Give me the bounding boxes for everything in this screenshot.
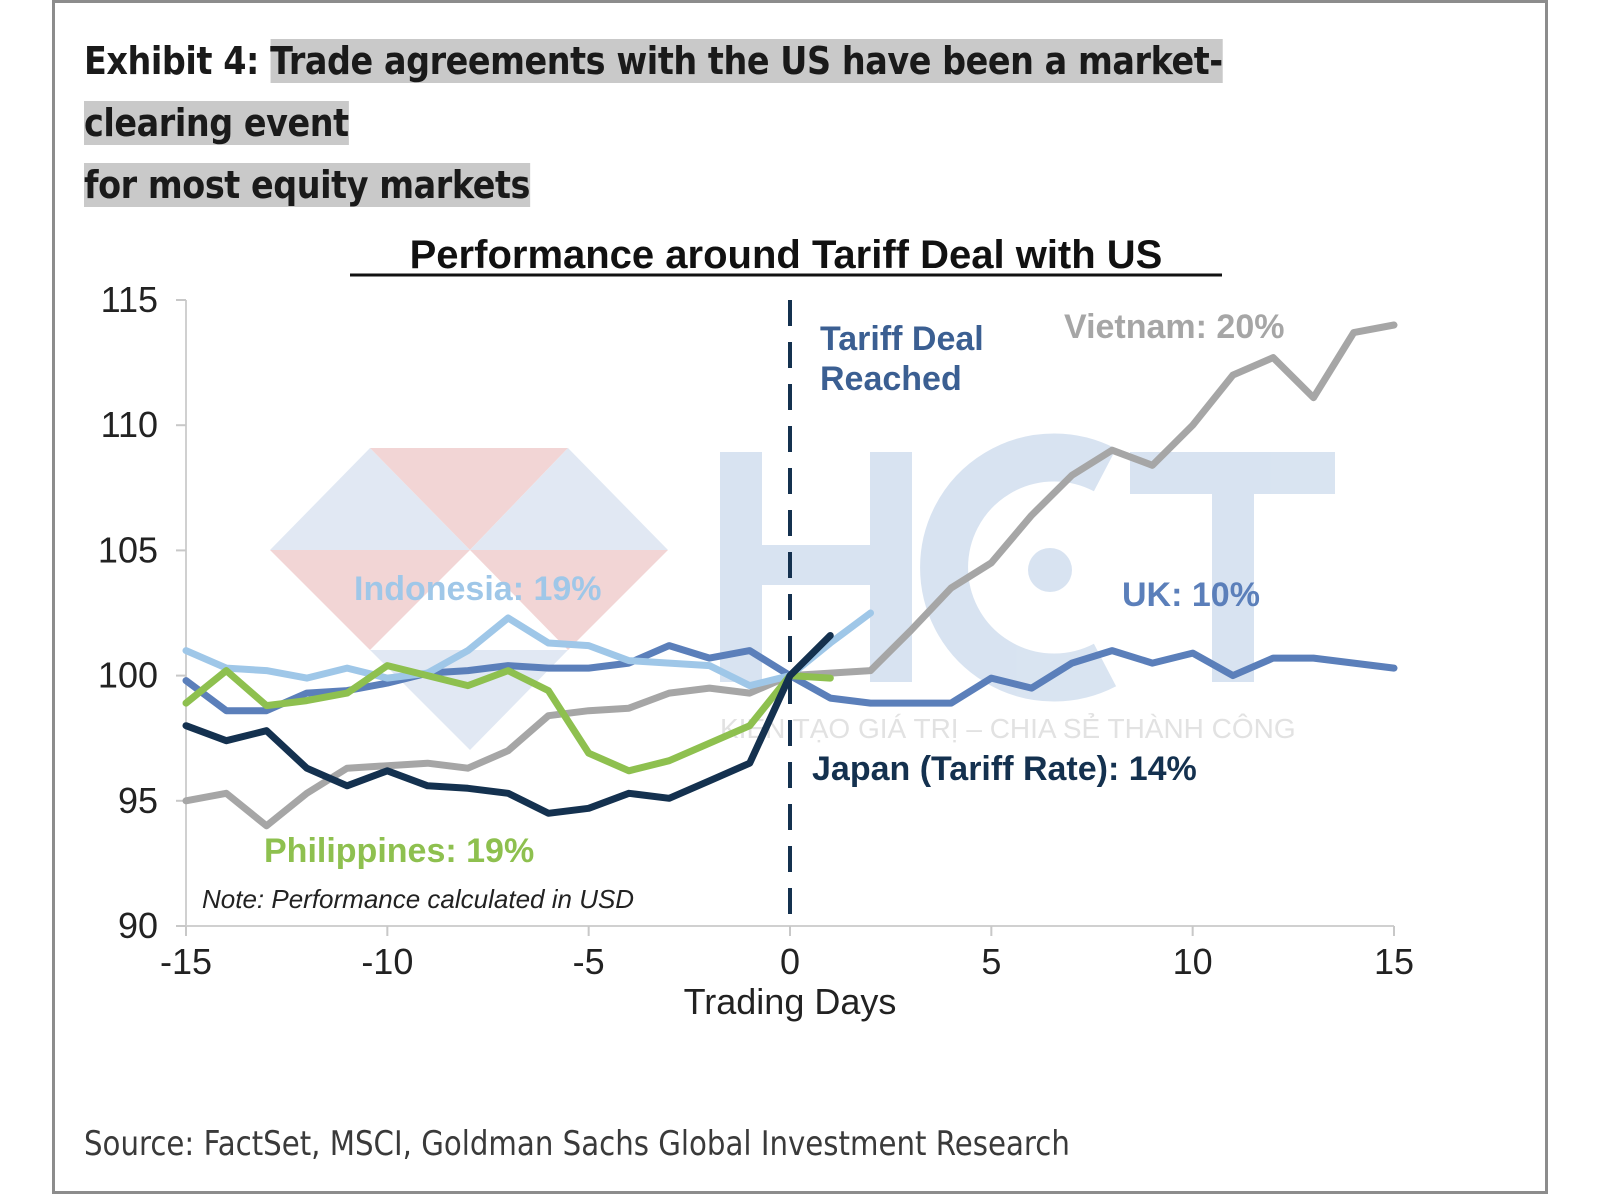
x-tick-label: -10 (361, 941, 413, 982)
watermark-logo (270, 433, 1335, 750)
x-tick-label: 15 (1374, 941, 1414, 982)
y-ticks: 90 95 100 105 110 115 (98, 279, 186, 946)
chart-title: Performance around Tariff Deal with US (410, 233, 1163, 277)
y-tick-label: 115 (101, 279, 158, 320)
label-philippines: Philippines: 19% (264, 832, 534, 870)
exhibit-label: Exhibit 4: (84, 39, 259, 83)
y-tick-label: 90 (118, 905, 158, 946)
exhibit-title: Exhibit 4: Trade agreements with the US … (84, 30, 1351, 216)
label-japan: Japan (Tariff Rate): 14% (812, 750, 1197, 788)
label-indonesia: Indonesia: 19% (354, 570, 602, 608)
y-tick-label: 105 (98, 529, 158, 570)
y-tick-label: 100 (98, 655, 158, 696)
series-line-japan (182, 632, 834, 817)
x-tick-label: -5 (573, 941, 605, 982)
x-ticks: -15 -10 -5 0 5 10 15 (160, 926, 1414, 982)
series-line-philippines (182, 662, 834, 775)
x-tick-label: 10 (1173, 941, 1213, 982)
exhibit-title-line2: for most equity markets (84, 163, 531, 207)
watermark-text: KIẾN TẠO GIÁ TRỊ – CHIA SẺ THÀNH CÔNG (720, 712, 1296, 744)
performance-note: Note: Performance calculated in USD (202, 884, 634, 914)
x-tick-label: 5 (981, 941, 1001, 982)
label-vietnam: Vietnam: 20% (1064, 308, 1284, 346)
deal-annotation-line1: Tariff Deal (820, 320, 984, 358)
series-lines (182, 321, 1398, 830)
source-note: Source: FactSet, MSCI, Goldman Sachs Glo… (84, 1124, 1070, 1164)
label-uk: UK: 10% (1122, 576, 1260, 614)
series-line-indonesia (182, 609, 874, 690)
x-tick-label: -15 (160, 941, 212, 982)
deal-annotation-line2: Reached (820, 360, 962, 398)
x-tick-label: 0 (780, 941, 800, 982)
x-axis-label: Trading Days (684, 981, 897, 1022)
y-tick-label: 110 (101, 404, 158, 445)
y-tick-label: 95 (118, 780, 158, 821)
